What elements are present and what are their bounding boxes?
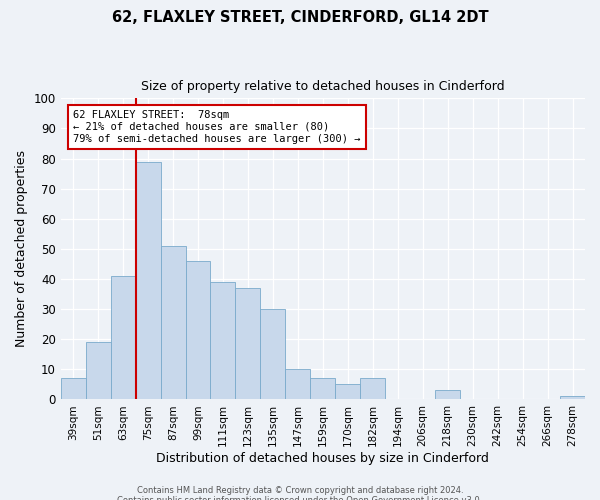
Bar: [161, 246, 185, 400]
Bar: [310, 378, 335, 400]
Bar: [110, 276, 136, 400]
Text: 62, FLAXLEY STREET, CINDERFORD, GL14 2DT: 62, FLAXLEY STREET, CINDERFORD, GL14 2DT: [112, 10, 488, 25]
Bar: [335, 384, 360, 400]
Text: Contains HM Land Registry data © Crown copyright and database right 2024.: Contains HM Land Registry data © Crown c…: [137, 486, 463, 495]
Bar: [286, 370, 310, 400]
Bar: [560, 396, 585, 400]
Bar: [360, 378, 385, 400]
Bar: [86, 342, 110, 400]
Bar: [235, 288, 260, 400]
X-axis label: Distribution of detached houses by size in Cinderford: Distribution of detached houses by size …: [157, 452, 489, 465]
Y-axis label: Number of detached properties: Number of detached properties: [15, 150, 28, 348]
Title: Size of property relative to detached houses in Cinderford: Size of property relative to detached ho…: [141, 80, 505, 93]
Bar: [211, 282, 235, 400]
Bar: [260, 309, 286, 400]
Text: Contains public sector information licensed under the Open Government Licence v3: Contains public sector information licen…: [118, 496, 482, 500]
Bar: [61, 378, 86, 400]
Bar: [136, 162, 161, 400]
Bar: [435, 390, 460, 400]
Bar: [185, 261, 211, 400]
Text: 62 FLAXLEY STREET:  78sqm
← 21% of detached houses are smaller (80)
79% of semi-: 62 FLAXLEY STREET: 78sqm ← 21% of detach…: [73, 110, 361, 144]
